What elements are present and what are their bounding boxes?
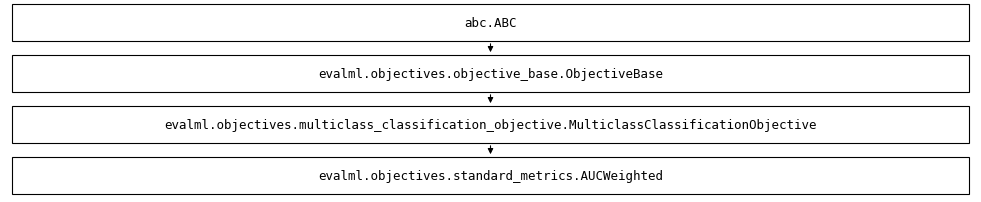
Bar: [12, 106, 969, 143]
Text: evalml.objectives.standard_metrics.AUCWeighted: evalml.objectives.standard_metrics.AUCWe…: [318, 169, 663, 182]
Text: abc.ABC: abc.ABC: [464, 17, 517, 30]
Text: evalml.objectives.objective_base.ObjectiveBase: evalml.objectives.objective_base.Objecti…: [318, 68, 663, 81]
Text: evalml.objectives.multiclass_classification_objective.MulticlassClassificationOb: evalml.objectives.multiclass_classificat…: [164, 118, 817, 131]
Bar: [12, 56, 969, 93]
Bar: [12, 157, 969, 194]
Bar: [12, 5, 969, 42]
